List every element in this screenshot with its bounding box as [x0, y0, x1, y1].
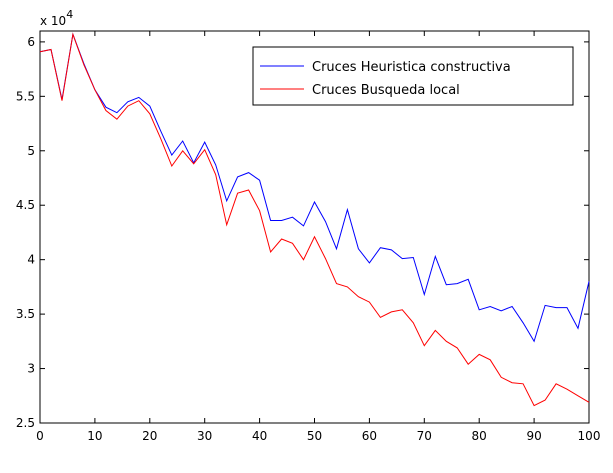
y-tick-label: 6 — [27, 35, 35, 49]
x-tick-label: 90 — [526, 429, 541, 443]
series-line-0 — [39, 32, 590, 343]
legend-box — [252, 46, 574, 106]
x-tick-label: 70 — [417, 429, 432, 443]
x-tick-label: 30 — [197, 429, 212, 443]
axis-ticks: 0 10 20 30 40 50 60 70 80 90 100 2.5 3 3.5 4 4.5 5 5.5 6 — [16, 31, 601, 443]
x-tick-label: 40 — [252, 429, 267, 443]
y-axis-exponent: x 104 — [40, 8, 73, 28]
x-tick-label: 100 — [578, 429, 601, 443]
legend-label-busqueda: Cruces Busqueda local — [312, 83, 460, 98]
legend-label-heuristica: Cruces Heuristica constructiva — [312, 60, 511, 75]
y-tick-label: 5 — [27, 144, 35, 158]
x-tick-label: 50 — [307, 429, 322, 443]
y-tick-label: 3.5 — [16, 307, 35, 321]
y-tick-label: 4 — [27, 253, 35, 267]
y-tick-label: 5.5 — [16, 89, 35, 103]
y-tick-label: 4.5 — [16, 198, 35, 212]
x-tick-label: 10 — [87, 429, 102, 443]
x-tick-label: 60 — [362, 429, 377, 443]
x-tick-label: 80 — [472, 429, 487, 443]
y-tick-label: 3 — [27, 362, 35, 376]
x-tick-label: 0 — [36, 429, 44, 443]
series-lines — [39, 32, 590, 407]
y-tick-label: 2.5 — [16, 416, 35, 430]
legend: Cruces Heuristica constructiva Cruces Bu… — [252, 46, 574, 106]
x-tick-label: 20 — [142, 429, 157, 443]
series-line-1 — [39, 32, 590, 407]
